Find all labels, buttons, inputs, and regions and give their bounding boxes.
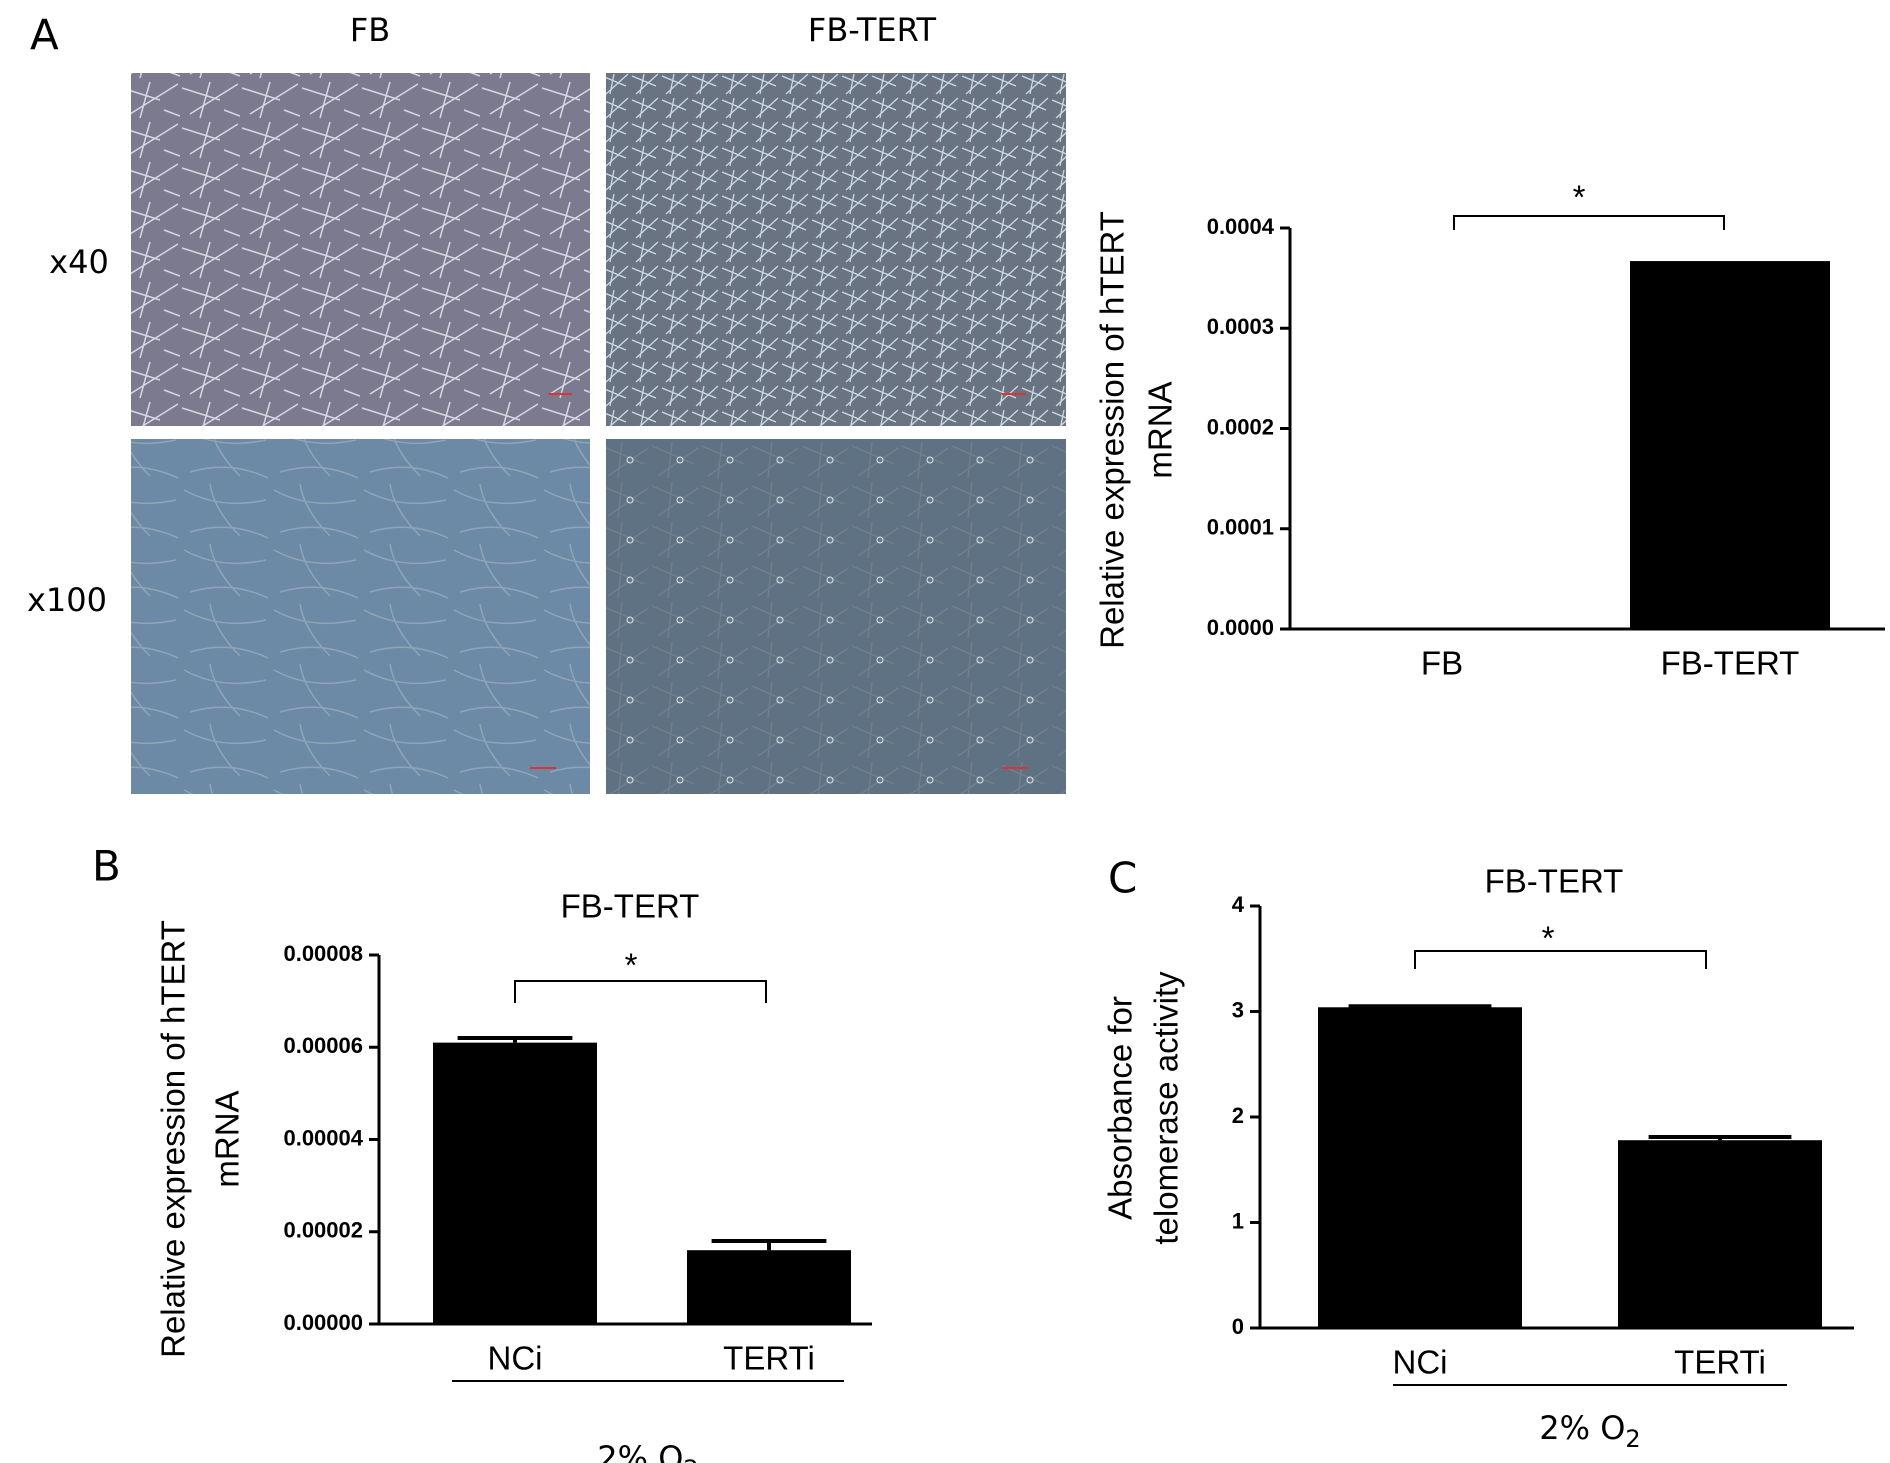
group-label-text: 2% O [597,1439,683,1463]
y-tick-label: 3 [1232,997,1244,1022]
y-tick-label: 0 [1232,1314,1244,1339]
significance-bracket [1414,950,1707,969]
y-tick-label: 4 [1232,892,1245,917]
micrograph [131,439,590,794]
y-tick-label: 2 [1232,1103,1244,1128]
micrograph [131,73,590,426]
error-bar [457,1036,573,1043]
y-tick-label: 0.00000 [283,1310,363,1335]
bar [1318,1007,1522,1328]
bar [1618,1140,1822,1328]
group-label: 2% O2 [1539,1409,1640,1453]
panel-label: B [92,842,121,891]
y-tick-label: 0.0002 [1207,414,1274,439]
bar [687,1250,851,1324]
significance-mark: * [1542,920,1555,957]
y-axis-label: Relative expression of hTERT [155,920,192,1358]
error-bar [1348,1004,1492,1009]
x-tick-label: NCi [1393,1344,1448,1381]
image-column-label: FB-TERT [808,11,937,49]
group-label-subscript: 2 [1625,1425,1640,1453]
y-tick-label: 0.0003 [1207,314,1274,339]
micrograph [606,439,1066,794]
bar [433,1042,597,1324]
image-column-label: FB [350,11,390,49]
y-axis-label: Absorbance for [1102,996,1139,1220]
x-tick-label: TERTi [1674,1344,1766,1381]
y-axis-label: Relative expression of hTERT [1094,211,1131,649]
x-tick-label: NCi [488,1340,543,1377]
significance-bracket [514,980,767,1003]
group-label-subscript: 2 [683,1455,698,1463]
image-row-label: x40 [49,243,109,281]
group-label: 2% O2 [597,1439,698,1463]
y-axis-label: mRNA [1142,381,1179,478]
significance-mark: * [625,947,638,984]
y-tick-label: 0.00002 [283,1218,363,1243]
chart-title: FB-TERT [1485,863,1624,900]
x-tick-label: TERTi [723,1340,815,1377]
y-axis-label: telomerase activity [1148,971,1185,1245]
y-tick-label: 0.00006 [283,1033,363,1058]
significance-bracket [1453,215,1725,230]
y-tick-label: 0.0001 [1207,515,1274,540]
y-tick-label: 0.00008 [283,941,363,966]
panel-label: C [1108,854,1137,903]
x-tick-label: FB [1421,645,1463,682]
y-tick-label: 0.0004 [1207,214,1275,239]
significance-mark: * [1573,179,1586,216]
y-tick-label: 0.00004 [283,1125,363,1150]
error-bar [711,1238,827,1251]
y-tick-label: 0.0000 [1207,615,1274,640]
bar [1630,261,1830,629]
x-tick-label: FB-TERT [1661,645,1800,682]
error-bar [1648,1135,1792,1141]
panel-label: A [30,11,59,60]
group-label-text: 2% O [1539,1409,1625,1447]
y-tick-label: 1 [1232,1208,1244,1233]
chart-title: FB-TERT [561,888,700,925]
micrograph [606,73,1066,426]
image-row-label: x100 [27,581,107,619]
y-axis-label: mRNA [209,1090,246,1187]
